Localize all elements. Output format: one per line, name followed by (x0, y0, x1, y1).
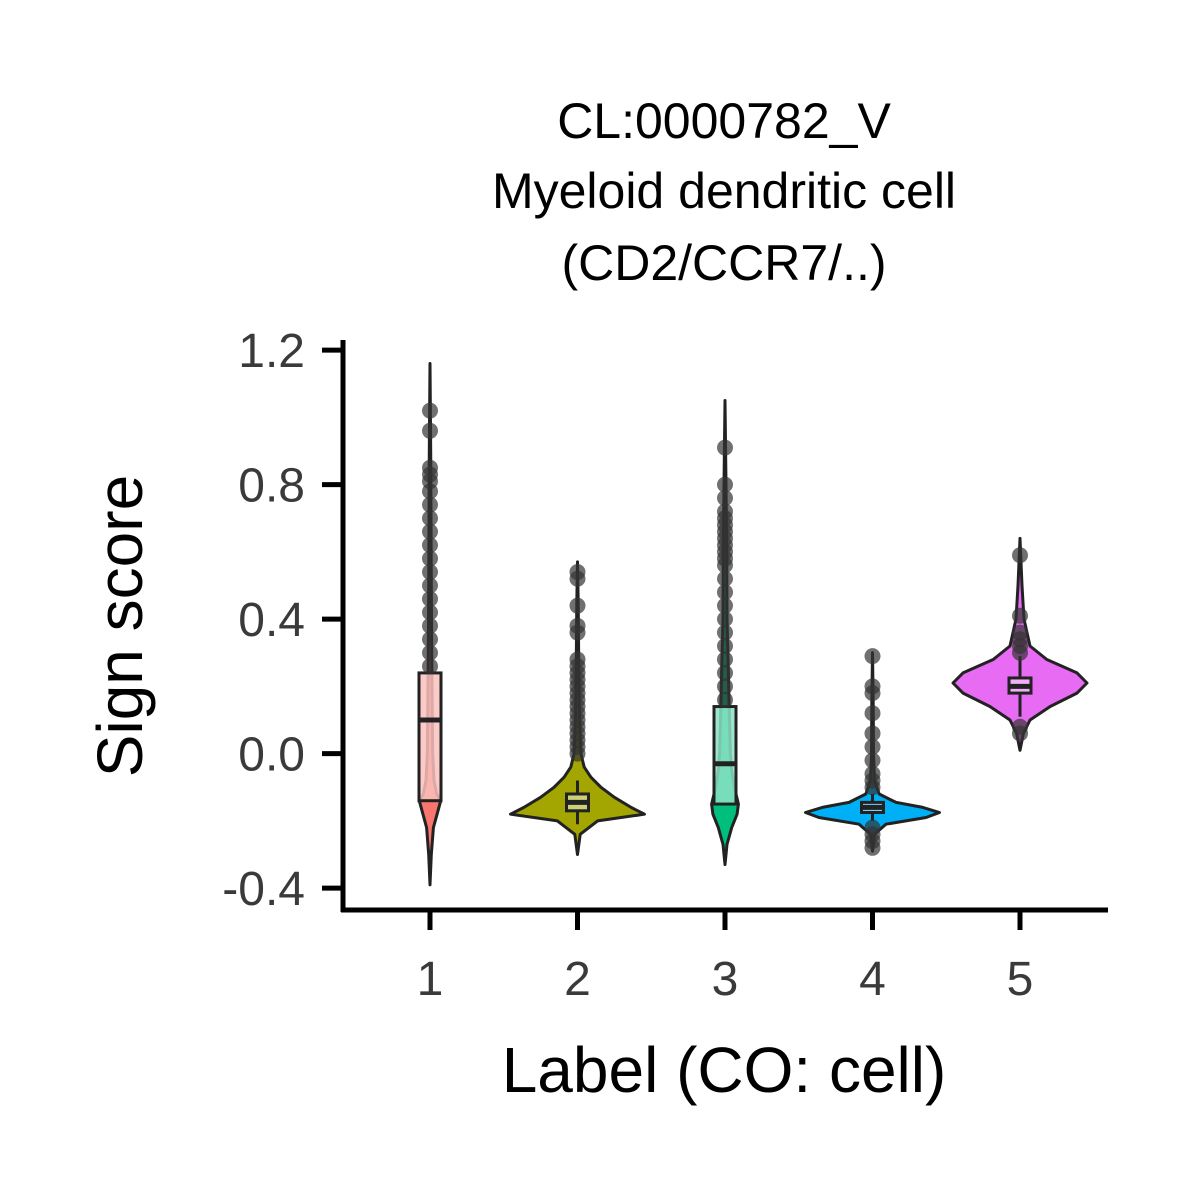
x-tick-label: 4 (859, 953, 886, 1006)
outlier-point (717, 584, 733, 601)
outlier-point (717, 691, 733, 708)
outlier-point (422, 510, 438, 527)
box-1 (417, 671, 443, 803)
outlier-point (717, 439, 733, 456)
outlier-point (422, 550, 438, 567)
y-ticks: -0.4 0.0 0.4 0.8 1.2 (222, 325, 343, 916)
violin-layer (417, 362, 1089, 887)
boxplot-layer (417, 656, 1033, 825)
outlier-point (864, 752, 881, 769)
outlier-point (422, 496, 438, 513)
x-tick-label: 3 (712, 953, 739, 1006)
chart-title-line-2: Myeloid dendritic cell (492, 163, 956, 219)
outlier-point (1012, 607, 1028, 624)
outlier-point (717, 597, 733, 614)
outlier-point (717, 611, 733, 628)
y-tick-label: 1.2 (238, 325, 305, 378)
outlier-point (422, 590, 438, 607)
y-tick-label: 0.8 (238, 460, 305, 513)
outlier-point (717, 638, 733, 655)
outlier-point (864, 725, 881, 742)
chart-title-line-1: CL:0000782_V (557, 93, 891, 149)
y-tick-label: 0.0 (238, 729, 305, 782)
outlier-point (422, 537, 438, 554)
outlier-point (717, 503, 733, 520)
outlier-point (422, 523, 438, 540)
outlier-point (717, 490, 733, 507)
outlier-point (717, 651, 733, 668)
outlier-point (717, 476, 733, 493)
chart-title-line-3: (CD2/CCR7/..) (561, 235, 886, 291)
x-axis-title: Label (CO: cell) (502, 1034, 947, 1106)
outlier-point (422, 644, 438, 661)
outlier-point (569, 617, 586, 634)
outlier-point (569, 597, 586, 614)
box-3 (712, 705, 738, 806)
chart-title: CL:0000782_V Myeloid dendritic cell (CD2… (492, 93, 956, 291)
outlier-point (717, 570, 733, 587)
y-axis-title: Sign score (84, 475, 156, 777)
outlier-point (569, 564, 586, 581)
outlier-point (1012, 547, 1028, 564)
outlier-point (422, 577, 438, 594)
outlier-point (717, 624, 733, 641)
outlier-point (422, 604, 438, 621)
outlier-point (864, 738, 881, 755)
x-tick-label: 1 (417, 953, 444, 1006)
outlier-point (422, 631, 438, 648)
outlier-point (864, 678, 881, 695)
outlier-point (1012, 718, 1028, 735)
y-tick-label: -0.4 (222, 863, 305, 916)
outlier-point (717, 664, 733, 681)
outlier-point (864, 819, 881, 836)
outlier-point (422, 402, 438, 419)
outlier-point (864, 765, 881, 782)
outlier-point (422, 459, 438, 476)
outlier-point (422, 658, 438, 675)
y-tick-label: 0.4 (238, 594, 305, 647)
outlier-point (422, 564, 438, 581)
outlier-point (422, 422, 438, 439)
outlier-layer (422, 402, 1028, 856)
outlier-point (864, 648, 881, 665)
outlier-point (717, 678, 733, 695)
outlier-point (864, 705, 881, 722)
x-tick-label: 2 (564, 953, 591, 1006)
outlier-point (1012, 624, 1028, 641)
outlier-point (569, 651, 586, 668)
x-tick-label: 5 (1007, 953, 1034, 1006)
outlier-point (422, 617, 438, 634)
x-ticks: 1 2 3 4 5 (417, 910, 1034, 1006)
